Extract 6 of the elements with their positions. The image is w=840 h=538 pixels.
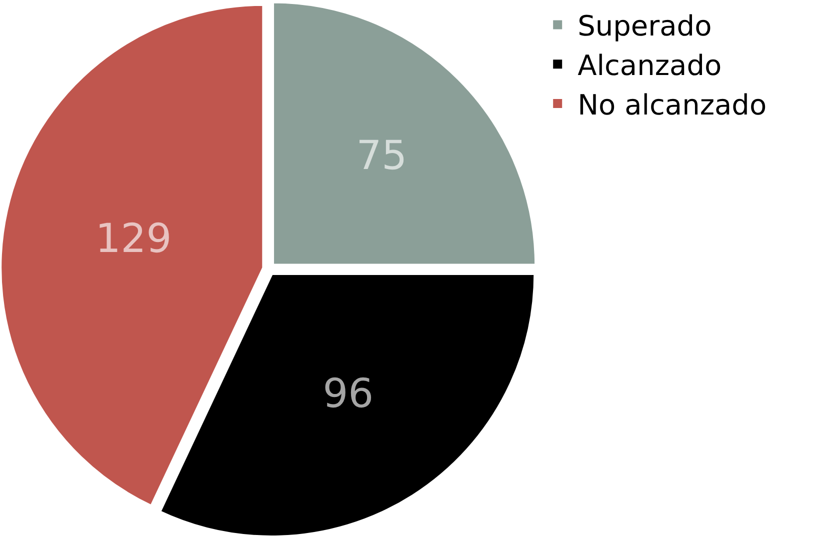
data-label: 129: [95, 216, 172, 262]
legend-label: No alcanzado: [578, 88, 767, 122]
data-label: 75: [356, 133, 408, 180]
data-label: 96: [322, 371, 374, 418]
legend-label: Superado: [578, 10, 712, 43]
legend-label: Alcanzado: [578, 49, 722, 82]
